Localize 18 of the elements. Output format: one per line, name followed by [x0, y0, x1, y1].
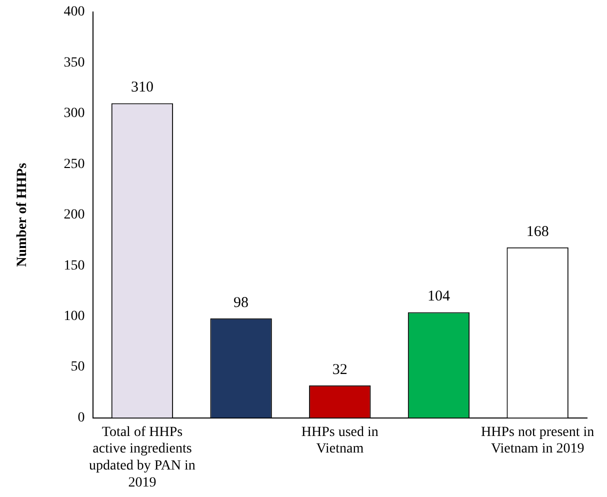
y-tick-label: 0 — [78, 410, 85, 426]
y-tick-label: 50 — [70, 360, 85, 375]
y-tick-label: 150 — [64, 258, 85, 274]
data-label: 98 — [234, 294, 249, 311]
y-tick-label: 400 — [64, 4, 85, 20]
y-tick-label: 100 — [64, 309, 85, 324]
x-tick-label: HHPs not present in Vietnam in 2019 — [480, 424, 594, 457]
data-label: 168 — [526, 224, 549, 240]
y-tick-label: 200 — [64, 208, 85, 223]
x-tick-label: Total of HHPs active ingredients updated by PAN in 2019 — [89, 424, 196, 490]
data-label: 310 — [130, 80, 154, 96]
data-label: 104 — [427, 288, 450, 305]
data-label: 32 — [332, 362, 348, 378]
y-tick-label: 250 — [64, 156, 85, 172]
y-tick-label: 350 — [64, 55, 85, 70]
y-axis-title: Number of HHPs — [15, 162, 30, 267]
x-tick-label: HHPs used in Vietnam — [301, 424, 378, 457]
y-tick-label: 300 — [64, 106, 85, 122]
